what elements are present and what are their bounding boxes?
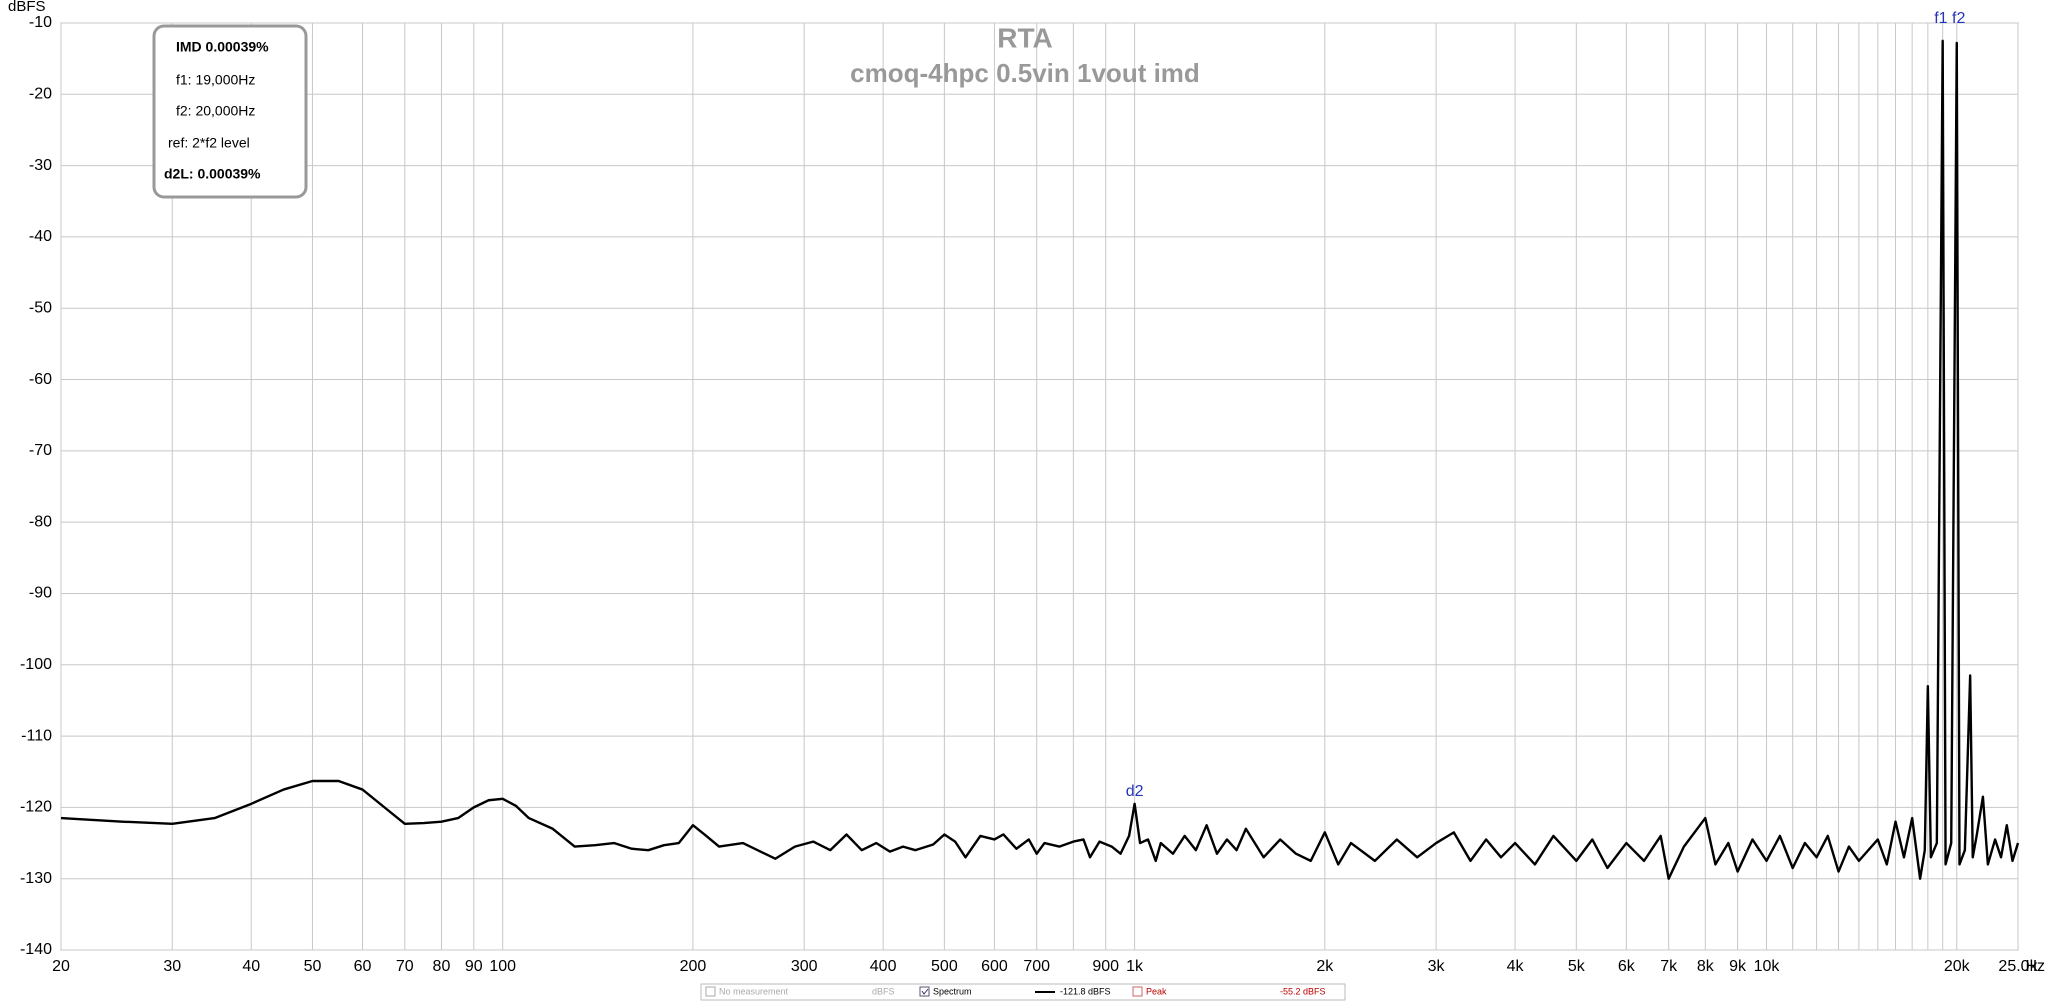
spectrum-line <box>60 39 2020 880</box>
y-tick-label: -140 <box>20 941 52 958</box>
x-tick-label: 600 <box>981 958 1008 975</box>
legend-text: No measurement <box>719 986 789 996</box>
x-tick-label: 700 <box>1023 958 1050 975</box>
y-tick-label: -110 <box>21 727 52 744</box>
y-tick-label: -120 <box>20 799 52 816</box>
checkbox[interactable] <box>705 986 716 997</box>
x-tick-label: 900 <box>1092 958 1119 975</box>
x-tick-label: 70 <box>396 958 414 975</box>
x-tick-label: 90 <box>465 958 483 975</box>
legend-text: -121.8 dBFS <box>1060 986 1111 996</box>
x-tick-label: 3k <box>1428 958 1446 975</box>
x-tick-label: 2k <box>1316 958 1334 975</box>
x-tick-label: 5k <box>1568 958 1586 975</box>
y-tick-label: -40 <box>29 228 52 245</box>
checkbox[interactable] <box>919 986 930 997</box>
x-tick-label: 200 <box>680 958 707 975</box>
x-tick-label: 8k <box>1697 958 1715 975</box>
chart-subtitle: cmoq-4hpc 0.5vin 1vout imd <box>850 58 1200 88</box>
legend-bar: No measurement dBFS Spectrum -121.8 dBFS… <box>700 983 1346 1001</box>
x-tick-label: 9k <box>1729 958 1747 975</box>
x-tick-label: 4k <box>1507 958 1525 975</box>
x-tick-label: 30 <box>163 958 181 975</box>
x-tick-label: 1k <box>1126 958 1144 975</box>
info-line: ref: 2*f2 level <box>168 135 250 151</box>
x-tick-label: 25.0k <box>1998 958 2038 975</box>
plot: -10 -20 -30 -40 -50 -60 -70 -80 -90 -100 -110 -120 -… <box>20 10 2045 975</box>
y-tick-label: -70 <box>29 442 52 459</box>
y-tick-label: -10 <box>29 14 52 31</box>
y-tick-label: -130 <box>20 870 52 887</box>
chart-title: RTA <box>997 22 1052 53</box>
x-tick-label: 10k <box>1754 958 1781 975</box>
info-line: d2L: 0.00039% <box>164 166 261 182</box>
x-tick-label: 40 <box>242 958 260 975</box>
info-line: f2: 20,000Hz <box>176 103 255 119</box>
x-tick-label: 100 <box>489 958 516 975</box>
x-axis-label: Hz <box>2025 958 2045 975</box>
legend-text: dBFS <box>872 986 895 996</box>
x-tick-label: 300 <box>791 958 818 975</box>
x-tick-label: 80 <box>433 958 451 975</box>
x-tick-label: 6k <box>1618 958 1636 975</box>
x-tick-label: 50 <box>304 958 322 975</box>
check-mark <box>921 988 929 995</box>
y-tick-label: -50 <box>29 299 52 316</box>
legend-text: Peak <box>1146 986 1167 996</box>
legend-frame <box>700 983 1346 1001</box>
plot-area <box>60 22 2019 951</box>
x-tick-label: 7k <box>1660 958 1678 975</box>
x-tick-label: 400 <box>870 958 897 975</box>
y-axis-label: dBFS <box>8 0 46 15</box>
x-tick-label: 20 <box>52 958 70 975</box>
x-tick-label: 20k <box>1944 958 1971 975</box>
info-line: IMD 0.00039% <box>176 39 269 55</box>
annotation: d2 <box>1126 783 1144 800</box>
y-tick-label: -30 <box>29 157 52 174</box>
annotation: f1 f2 <box>1934 10 1965 27</box>
y-tick-label: -80 <box>29 513 52 530</box>
y-tick-label: -100 <box>20 656 52 673</box>
x-tick-label: 60 <box>354 958 372 975</box>
info-box <box>152 24 308 199</box>
legend-series-name: Spectrum <box>933 986 972 996</box>
legend-text: -55.2 dBFS <box>1280 986 1326 996</box>
info-line: f1: 19,000Hz <box>176 72 255 88</box>
y-tick-label: -60 <box>29 371 52 388</box>
y-tick-label: -20 <box>29 86 52 103</box>
x-tick-label: 500 <box>931 958 958 975</box>
y-tick-label: -90 <box>29 585 52 602</box>
checkbox[interactable] <box>1132 986 1143 997</box>
